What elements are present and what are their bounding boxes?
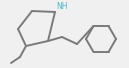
Text: NH: NH: [56, 2, 67, 11]
